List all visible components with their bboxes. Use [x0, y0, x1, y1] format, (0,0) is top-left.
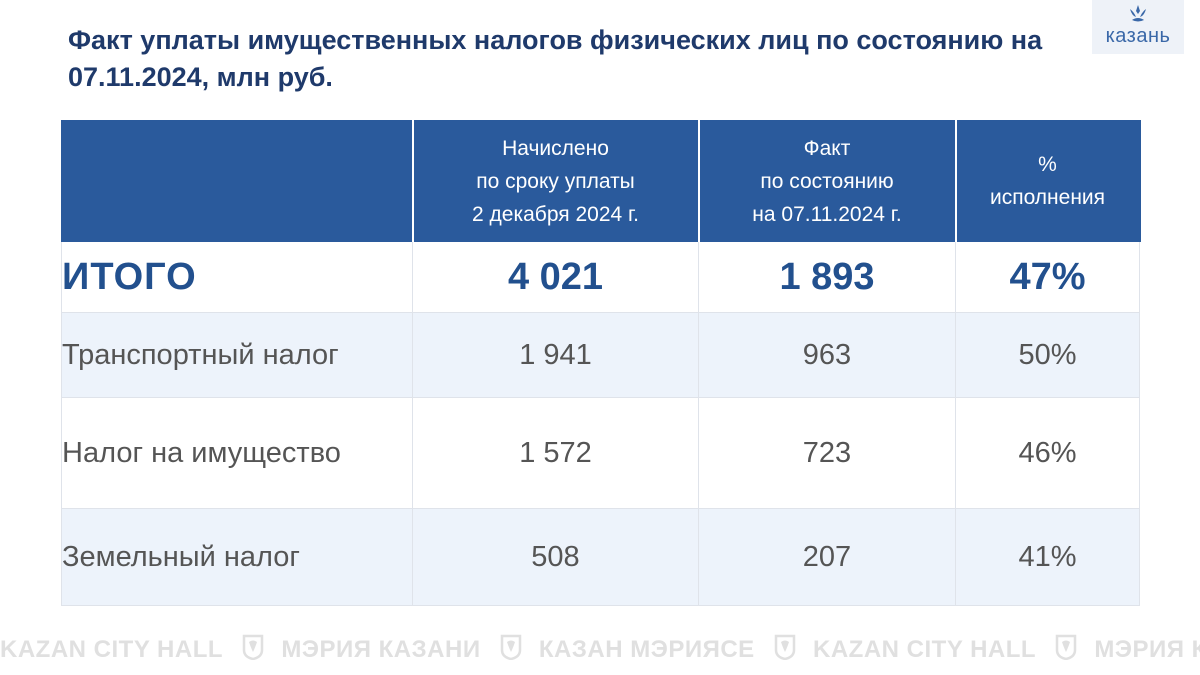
- page-title: Факт уплаты имущественных налогов физиче…: [68, 25, 1043, 92]
- row-accrued: 508: [412, 508, 699, 606]
- logo: казань: [1092, 0, 1184, 54]
- header-row: Начислено по сроку уплаты 2 декабря 2024…: [61, 120, 1141, 242]
- kazan-emblem-icon: [242, 634, 264, 667]
- kazan-emblem-icon: [774, 634, 796, 667]
- footer-item: KAZAN CITY HALL: [813, 636, 1037, 663]
- header-pct: % исполнения: [955, 120, 1141, 242]
- footer-item: KAZAN CITY HALL: [0, 636, 224, 663]
- header-paid: Факт по состоянию на 07.11.2024 г.: [698, 120, 957, 242]
- row-paid: 963: [698, 312, 956, 398]
- table-row: Транспортный налог 1 941 963 50%: [61, 312, 1140, 398]
- row-pct: 50%: [955, 312, 1140, 398]
- header-line: по состоянию: [760, 169, 894, 193]
- footer-item: КАЗАН МЭРИЯСЕ: [538, 636, 755, 663]
- row-label: Земельный налог: [61, 508, 413, 606]
- header-line: по сроку уплаты: [476, 169, 635, 193]
- total-accrued: 4 021: [412, 241, 699, 313]
- header-line: %: [1038, 153, 1057, 176]
- header-line: 2 декабря 2024 г.: [472, 202, 639, 226]
- tax-table: Начислено по сроку уплаты 2 декабря 2024…: [61, 120, 1141, 606]
- row-accrued: 1 941: [412, 312, 699, 398]
- header-empty: [61, 120, 414, 242]
- header-line: на 07.11.2024 г.: [752, 202, 902, 226]
- total-row: ИТОГО 4 021 1 893 47%: [61, 241, 1140, 313]
- row-accrued: 1 572: [412, 397, 699, 509]
- row-paid: 207: [698, 508, 956, 606]
- header-accrued: Начислено по сроку уплаты 2 декабря 2024…: [412, 120, 700, 242]
- row-pct: 46%: [955, 397, 1140, 509]
- header-line: исполнения: [989, 186, 1106, 209]
- header-line: Начислено: [502, 136, 609, 160]
- footer-item: МЭРИЯ КАЗАНИ: [1094, 636, 1200, 663]
- kazan-emblem-icon: [1055, 634, 1077, 667]
- row-label: Налог на имущество: [61, 397, 413, 509]
- total-paid: 1 893: [698, 241, 956, 313]
- total-label: ИТОГО: [61, 241, 413, 313]
- row-pct: 41%: [955, 508, 1140, 606]
- kazan-emblem-icon: [500, 634, 522, 667]
- total-pct: 47%: [955, 241, 1140, 313]
- header-line: Факт: [803, 136, 851, 160]
- row-label: Транспортный налог: [61, 312, 413, 398]
- logo-text: казань: [1105, 25, 1171, 47]
- kazan-crown-icon: [1130, 5, 1146, 22]
- footer-item: МЭРИЯ КАЗАНИ: [281, 636, 481, 663]
- table-row: Налог на имущество 1 572 723 46%: [61, 397, 1140, 509]
- footer-watermark: KAZAN CITY HALL МЭРИЯ КАЗАНИ КАЗАН МЭРИЯ…: [0, 630, 1200, 670]
- row-paid: 723: [698, 397, 956, 509]
- table-row: Земельный налог 508 207 41%: [61, 508, 1140, 606]
